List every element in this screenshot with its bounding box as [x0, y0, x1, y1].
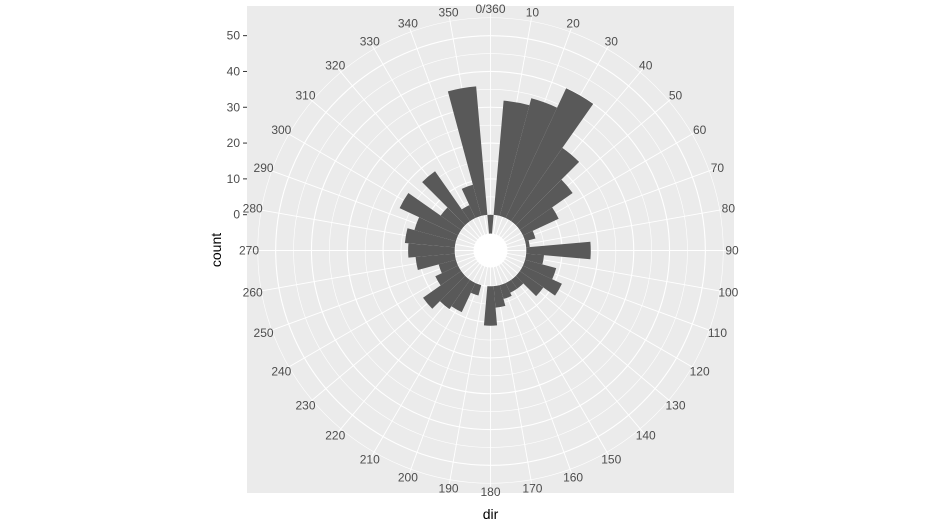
x-tick-label: 190	[439, 481, 459, 495]
y-axis-title: count	[208, 233, 224, 267]
radial-gridline	[310, 70, 671, 431]
bar-140	[511, 275, 524, 289]
bar-350	[447, 86, 488, 216]
x-tick-label: 180	[480, 485, 500, 499]
x-tick-label: 160	[563, 470, 583, 484]
y-tick-label: 0	[233, 208, 240, 222]
bar-310	[440, 207, 466, 230]
bar-300	[399, 192, 462, 236]
x-tick-label: 320	[325, 59, 345, 73]
x-tick-label: 210	[360, 453, 380, 467]
bar-90	[526, 241, 591, 260]
bar-220	[439, 275, 470, 310]
x-tick-label: 20	[566, 17, 580, 31]
angular-gridline	[447, 250, 491, 491]
y-tick-label: 40	[227, 64, 241, 78]
radial-gridline	[382, 142, 599, 359]
x-tick-label: 70	[711, 161, 725, 175]
bar-330	[461, 205, 476, 222]
x-tick-label: 290	[254, 161, 274, 175]
x-tick-label: 150	[601, 453, 621, 467]
radial-minor-gridline	[329, 89, 652, 412]
bar-0	[487, 214, 494, 247]
x-axis-title: dir	[483, 506, 499, 522]
x-tick-label: 140	[636, 429, 656, 443]
bars	[399, 86, 594, 326]
x-tick-label: 110	[708, 326, 727, 340]
x-tick-label: 130	[665, 399, 685, 413]
radial-minor-gridline	[257, 17, 724, 484]
y-tick-labels: 0 10 20 30 40 50	[227, 29, 247, 222]
bar-270	[408, 243, 455, 258]
y-tick-label: 30	[227, 100, 241, 114]
bar-80	[525, 240, 530, 248]
bar-260	[415, 253, 456, 270]
radial-minor-gridline	[293, 53, 688, 448]
bar-280	[404, 228, 456, 248]
bar-340	[461, 184, 482, 219]
bar-130	[515, 271, 544, 297]
radial-minor-gridline	[364, 124, 617, 377]
bar-110	[522, 259, 557, 280]
bar-40	[511, 147, 580, 226]
y-tick-label: 20	[227, 136, 241, 150]
x-tick-label: 40	[639, 59, 653, 73]
bar-60	[519, 207, 559, 236]
x-tick-label: 230	[295, 399, 315, 413]
bar-250	[438, 259, 459, 274]
bar-230	[423, 271, 466, 309]
bar-120	[519, 265, 562, 296]
x-tick-label: 260	[243, 285, 263, 299]
bar-10	[493, 100, 530, 216]
bar-20	[499, 98, 558, 219]
x-tick-label: 30	[605, 34, 619, 48]
x-tick-label: 330	[360, 34, 380, 48]
bar-320	[422, 171, 470, 226]
x-tick-label: 270	[239, 244, 259, 258]
bar-210	[451, 279, 476, 313]
bar-240	[435, 265, 462, 286]
x-tick-label: 240	[271, 364, 291, 378]
x-tick-label: 300	[271, 123, 291, 137]
bar-70	[522, 230, 536, 242]
x-tick-label: 10	[526, 6, 540, 20]
x-tick-label: 90	[725, 244, 739, 258]
bar-150	[505, 279, 518, 293]
bar-30	[505, 88, 594, 222]
x-tick-label: 100	[718, 285, 738, 299]
center-hole	[473, 233, 508, 268]
x-tick-label: 50	[669, 88, 683, 102]
x-tick-label: 170	[522, 481, 542, 495]
bar-100	[525, 253, 545, 265]
x-tick-label: 350	[439, 6, 459, 20]
x-tick-label: 280	[243, 202, 263, 216]
bar-160	[499, 282, 512, 299]
bar-180	[483, 286, 498, 326]
x-tick-label: 60	[693, 123, 707, 137]
bar-170	[493, 285, 506, 308]
radial-gridline	[275, 35, 706, 466]
x-tick-label: 220	[325, 429, 345, 443]
x-tick-label: 250	[254, 326, 274, 340]
bar-200	[470, 282, 482, 296]
x-tick-label: 200	[398, 470, 418, 484]
x-tick-label: 310	[295, 88, 315, 102]
radial-gridline	[346, 106, 635, 395]
x-tick-label: 80	[722, 202, 736, 216]
x-tick-label: 0/360	[475, 2, 505, 16]
x-tick-label: 340	[398, 17, 418, 31]
y-tick-label: 10	[227, 172, 241, 186]
bar-290	[414, 217, 459, 242]
angular-gridline	[490, 207, 731, 251]
bar-50	[515, 179, 573, 230]
x-tick-label: 120	[690, 364, 710, 378]
x-tick-labels: 0/360 10 20 30 40 50 60 70 80 90 100 110 120 130 140 15…	[239, 2, 739, 499]
y-tick-label: 50	[227, 29, 241, 43]
